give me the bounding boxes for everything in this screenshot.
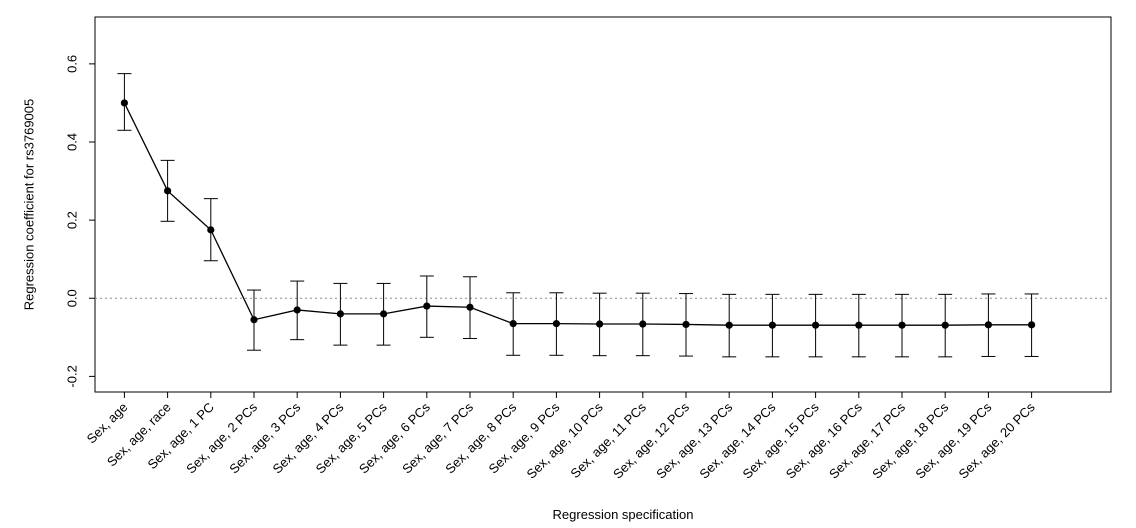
x-tick-label: Sex, age, 20 PCs: [956, 399, 1038, 481]
data-point: [336, 310, 344, 318]
y-axis: -0.2 0.0 0.2 0.4 0.6: [64, 55, 95, 388]
data-points: [120, 99, 1036, 329]
data-point: [898, 321, 906, 329]
y-tick-label: 0.2: [64, 211, 79, 229]
y-tick-label: -0.2: [64, 365, 79, 387]
data-point: [250, 316, 258, 324]
x-axis-title: Regression specification: [553, 507, 694, 522]
x-tick-label: Sex, age, 14 PCs: [696, 399, 778, 481]
series-line-layer: [123, 102, 1032, 326]
data-point: [380, 310, 388, 318]
data-point: [293, 306, 301, 314]
data-point: [984, 321, 993, 329]
data-point: [941, 321, 949, 329]
data-point: [855, 321, 863, 329]
data-point: [682, 320, 690, 329]
data-point: [552, 320, 561, 328]
data-point: [423, 302, 431, 310]
data-point: [812, 321, 820, 329]
x-tick-label: Sex, age, 10 PCs: [524, 399, 606, 481]
data-point: [596, 320, 604, 328]
error-bars: [117, 73, 1039, 358]
series-line: [123, 102, 1032, 326]
x-tick-label: Sex, age, 17 PCs: [826, 399, 908, 481]
data-point: [207, 226, 215, 234]
data-point: [120, 99, 128, 107]
x-tick-label: Sex, age, 12 PCs: [610, 399, 692, 481]
y-tick-label: 0.0: [64, 289, 79, 307]
x-tick-label: Sex, age, 19 PCs: [912, 399, 994, 481]
data-point: [164, 187, 172, 195]
data-point: [639, 320, 647, 328]
x-tick-label: Sex, age, 11 PCs: [567, 399, 649, 481]
data-point: [768, 321, 777, 329]
data-point: [509, 320, 517, 328]
x-tick-label: Sex, age, 13 PCs: [653, 399, 735, 481]
data-point: [466, 303, 474, 311]
y-axis-title: Regression coefficient for rs3769005: [21, 99, 36, 311]
data-point: [1028, 321, 1036, 329]
plot-frame: [94, 16, 1112, 393]
data-point: [725, 321, 733, 329]
x-tick-label: Sex, age, 18 PCs: [869, 399, 951, 481]
y-tick-label: 0.6: [64, 55, 79, 73]
x-tick-label: Sex, age, 16 PCs: [783, 399, 865, 481]
x-tick-label: Sex, age, 15 PCs: [740, 399, 822, 481]
y-tick-label: 0.4: [64, 133, 79, 151]
